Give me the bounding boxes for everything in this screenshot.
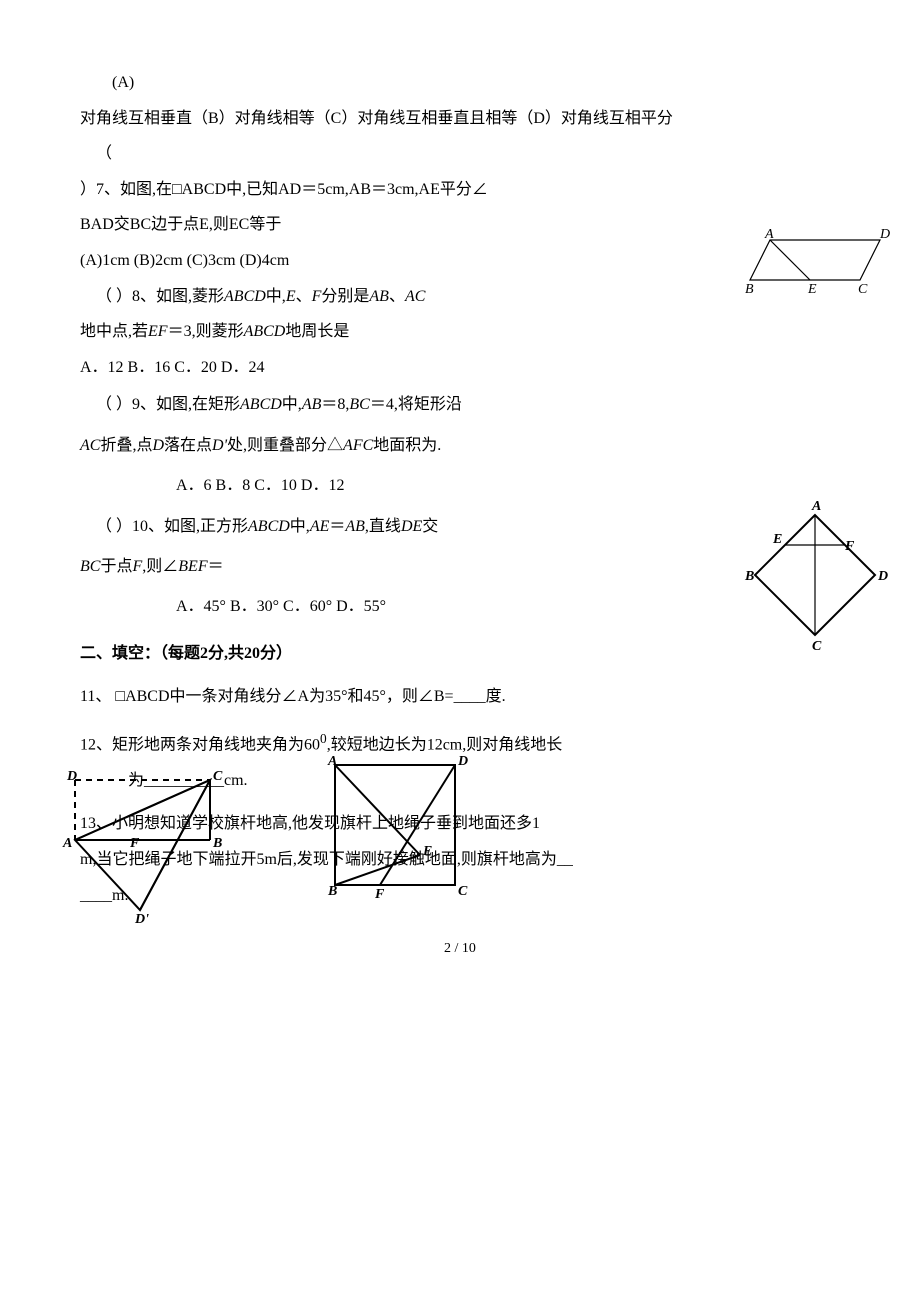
label-e: E xyxy=(807,282,817,297)
q7-open: （ xyxy=(80,141,840,167)
label-c: C xyxy=(858,282,868,297)
label-a: A xyxy=(811,499,821,514)
label-c: C xyxy=(213,769,223,784)
q10-options: A．45° B．30° C．60° D．55° xyxy=(80,592,840,622)
label-b: B xyxy=(327,884,337,899)
label-d: D xyxy=(879,227,890,242)
q10-line1: （ ）10、如图,正方形ABCD中,AE＝AB,直线DE交 xyxy=(80,512,840,542)
label-d: D xyxy=(877,569,888,584)
figure-q10: A D B C E F xyxy=(320,755,480,914)
q11: 11、 □ABCD中一条对角线分∠A为35°和45°，则∠B=____度. xyxy=(80,684,840,710)
label-d: D xyxy=(457,754,468,769)
q7-line2: BAD交BC边于点E,则EC等于 xyxy=(80,212,840,238)
label-b: B xyxy=(745,282,754,297)
label-c: C xyxy=(458,884,468,899)
label-f: F xyxy=(374,887,385,902)
label-f: F xyxy=(844,539,855,554)
label-d: D xyxy=(66,769,77,784)
q10-line2: BC于点F,则∠BEF＝ xyxy=(80,552,840,582)
q9-line1: （ ）9、如图,在矩形ABCD中,AB＝8,BC＝4,将矩形沿 xyxy=(80,390,840,420)
figure-q7: A D B E C xyxy=(740,228,900,307)
q8-line2: 地中点,若EF＝3,则菱形ABCD地周长是 xyxy=(80,319,840,345)
label-a: A xyxy=(327,754,337,769)
label-f: F xyxy=(129,836,140,851)
q7-options: (A)1cm (B)2cm (C)3cm (D)4cm xyxy=(80,248,840,274)
q8-line1: （ ）8、如图,菱形ABCD中,E、F分别是AB、AC xyxy=(80,284,840,310)
q9-options: A．6 B．8 C．10 D．12 xyxy=(80,471,840,501)
page-number: 2 / 10 xyxy=(80,938,840,960)
section-2-title: 二、填空：（每题2分,共20分） xyxy=(80,641,840,667)
q6-options: 对角线互相垂直（B）对角线相等（C）对角线互相垂直且相等（D）对角线互相平分 xyxy=(80,106,840,132)
q7-line1: ）7、如图,在□ABCD中,已知AD＝5cm,AB＝3cm,AE平分∠ xyxy=(80,177,840,203)
label-c: C xyxy=(812,639,822,654)
label-e: E xyxy=(772,532,782,547)
label-e: E xyxy=(422,844,432,859)
label-a: A xyxy=(764,227,774,242)
option-a: (A) xyxy=(80,70,840,96)
label-b: B xyxy=(744,569,754,584)
label-b: B xyxy=(212,836,222,851)
label-a: A xyxy=(62,836,72,851)
q8-options: A．12 B．16 C．20 D．24 xyxy=(80,355,840,381)
figure-q9: D C A B F D' xyxy=(55,765,285,934)
q9-line2: AC折叠,点D落在点D'处,则重叠部分△AFC地面积为. xyxy=(80,431,840,461)
figure-q8: A B C D E F xyxy=(740,510,890,659)
label-dp: D' xyxy=(134,912,149,927)
